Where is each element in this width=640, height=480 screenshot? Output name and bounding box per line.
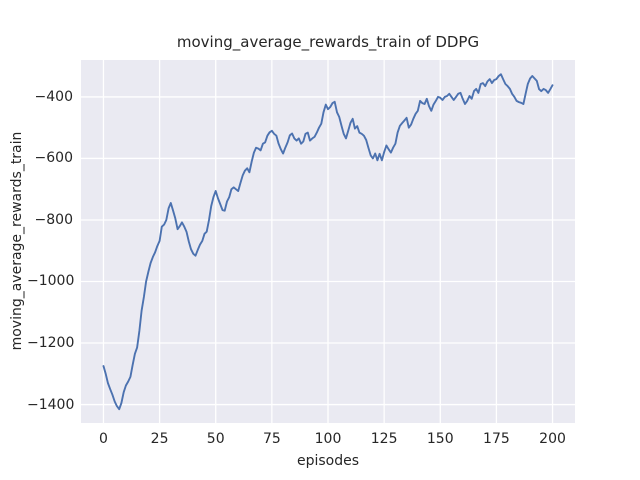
x-tick-label: 125 (370, 431, 398, 447)
y-tick-label: −400 (34, 88, 73, 105)
x-tick-label: 100 (314, 431, 342, 447)
y-tick-label: −1400 (27, 396, 75, 413)
x-tick-label: 75 (262, 431, 281, 447)
x-axis-label: episodes (296, 453, 360, 469)
x-tick-label: 25 (150, 431, 169, 447)
chart-title: moving_average_rewards_train of DDPG (176, 33, 480, 51)
y-axis-label: moving_average_rewards_train (9, 131, 25, 351)
y-tick-label: −1000 (27, 273, 75, 290)
reward-line-series (102, 73, 554, 411)
x-tick-label: 50 (206, 431, 225, 447)
y-tick-label: −800 (34, 211, 73, 228)
x-tick-label: 175 (483, 431, 510, 447)
line-plot-svg (81, 60, 575, 423)
x-tick-label: 0 (98, 431, 108, 447)
y-tick-label: −1200 (27, 335, 75, 352)
x-tick-label: 200 (539, 431, 566, 447)
x-tick-label: 150 (426, 431, 454, 447)
plot-area (81, 60, 575, 423)
y-tick-label: −600 (34, 150, 73, 167)
